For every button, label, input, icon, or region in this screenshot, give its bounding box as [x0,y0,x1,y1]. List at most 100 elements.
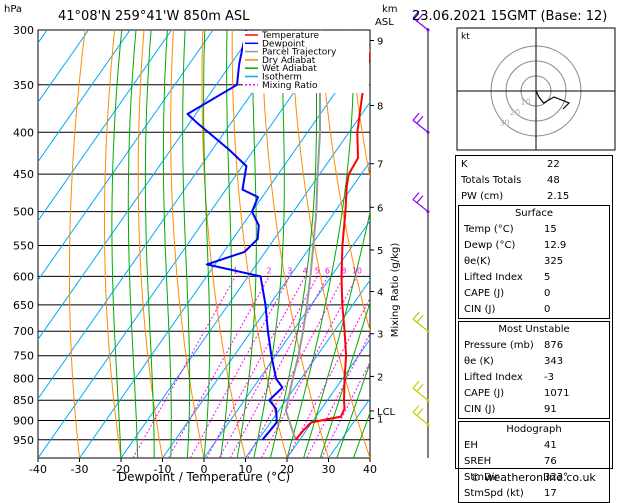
index-value: -3 [544,370,604,386]
hodograph-ring-label: 30 [499,119,509,128]
index-label: PW (cm) [461,189,503,205]
pressure-tick-label: 650 [13,299,34,312]
pressure-tick-label: 700 [13,325,34,338]
most-unstable-title: Most Unstable [459,322,609,338]
mixing-ratio-label: 15 [376,266,386,275]
mixing-ratio-label: 3 [287,266,292,275]
index-value: 48 [547,173,607,189]
index-label: SREH [464,454,491,470]
index-value: 12.9 [544,238,604,254]
pressure-tick-label: 300 [13,24,34,37]
pressure-tick-label: 850 [13,394,34,407]
hodograph-ring-label: 10 [520,98,530,107]
index-value: 323° [544,470,604,486]
km-tick-label: 3 [377,330,383,341]
index-row: θe(K) 325 [459,254,609,270]
index-label: θe(K) [464,254,491,270]
index-label: CAPE (J) [464,386,504,402]
index-row: SREH 76 [459,454,609,470]
index-row: Temp (°C) 15 [459,222,609,238]
index-label: K [461,157,468,173]
wind-barb [413,405,430,426]
index-row: K 22 [456,157,612,173]
pressure-tick-label: 950 [13,434,34,447]
km-tick-label: LCL [377,407,396,418]
index-row: CIN (J) 91 [459,402,609,418]
mixing-ratio-label: 25 [408,266,418,275]
index-label: StmSpd (kt) [464,486,524,502]
index-value: 325 [544,254,604,270]
pressure-tick-label: 350 [13,79,34,92]
index-value: 0 [544,286,604,302]
pressure-tick-label: 800 [13,373,34,386]
index-label: CIN (J) [464,402,495,418]
x-tick-label: -30 [71,463,89,476]
pressure-tick-label: 600 [13,270,34,283]
index-label: CAPE (J) [464,286,504,302]
index-row: Lifted Index -3 [459,370,609,386]
km-tick-label: 2 [377,372,383,383]
pressure-tick-label: 550 [13,239,34,252]
index-value: 343 [544,354,604,370]
index-value: 5 [544,270,604,286]
index-row: CIN (J)0 [459,302,609,318]
x-axis-label: Dewpoint / Temperature (°C) [118,470,290,484]
index-label: Totals Totals [461,173,521,189]
index-value: 22 [547,157,607,173]
header-datetime: 23.06.2021 15GMT (Base: 12) [412,9,607,24]
x-tick-label: -40 [29,463,47,476]
index-value: 1071 [544,386,604,402]
wind-barb [413,193,430,214]
index-value: 2.15 [547,189,607,205]
index-value: 41 [544,438,604,454]
hodograph-unit-label: kt [461,32,470,42]
km-tick-label: 6 [377,203,383,214]
index-value: 15 [544,222,604,238]
km-axis-label: km [382,4,398,15]
index-row: PW (cm) 2.15 [456,189,612,205]
index-label: CIN (J) [464,302,495,318]
index-label: EH [464,438,478,454]
y-axis-label-mixing-ratio: Mixing Ratio (g/kg) [390,243,401,338]
pressure-tick-label: 750 [13,350,34,363]
hodograph-title: Hodograph [459,422,609,438]
index-value: 76 [544,454,604,470]
index-row: EH 41 [459,438,609,454]
index-label: StmDir [464,470,499,486]
index-label: Lifted Index [464,370,523,386]
km-tick-label: 8 [377,102,383,113]
index-row: StmSpd (kt) 17 [459,486,609,502]
x-tick-label: 40 [363,463,377,476]
index-value: 876 [544,338,604,354]
index-row: Pressure (mb) 876 [459,338,609,354]
index-row: CAPE (J) 1071 [459,386,609,402]
index-value: 17 [544,486,604,502]
pressure-tick-label: 400 [13,126,34,139]
mixing-ratio-label: 6 [325,266,330,275]
km-tick-label: 7 [377,160,383,171]
index-label: Pressure (mb) [464,338,534,354]
index-label: θe (K) [464,354,494,370]
dry-adiabat-line [615,30,629,458]
x-tick-label: 30 [322,463,336,476]
mixing-ratio-label: 2 [267,266,272,275]
index-label: Temp (°C) [464,222,514,238]
pressure-tick-label: 900 [13,415,34,428]
wind-barb [413,113,430,134]
surface-title: Surface [459,206,609,222]
hodograph-ring-label: 20 [510,108,520,117]
pressure-tick-label: 450 [13,168,34,181]
mixing-ratio-label: 10 [352,266,362,275]
isotherm-line [0,30,6,458]
index-value: 91 [544,402,604,418]
index-row: Dewp (°C)12.9 [459,238,609,254]
indices-table: K 22 Totals Totals 48 PW (cm) 2.15 Surface Te… [455,155,613,469]
km-tick-label: 4 [377,287,383,298]
mixing-ratio-label: 5 [315,266,320,275]
km-tick-label: 9 [377,37,383,48]
